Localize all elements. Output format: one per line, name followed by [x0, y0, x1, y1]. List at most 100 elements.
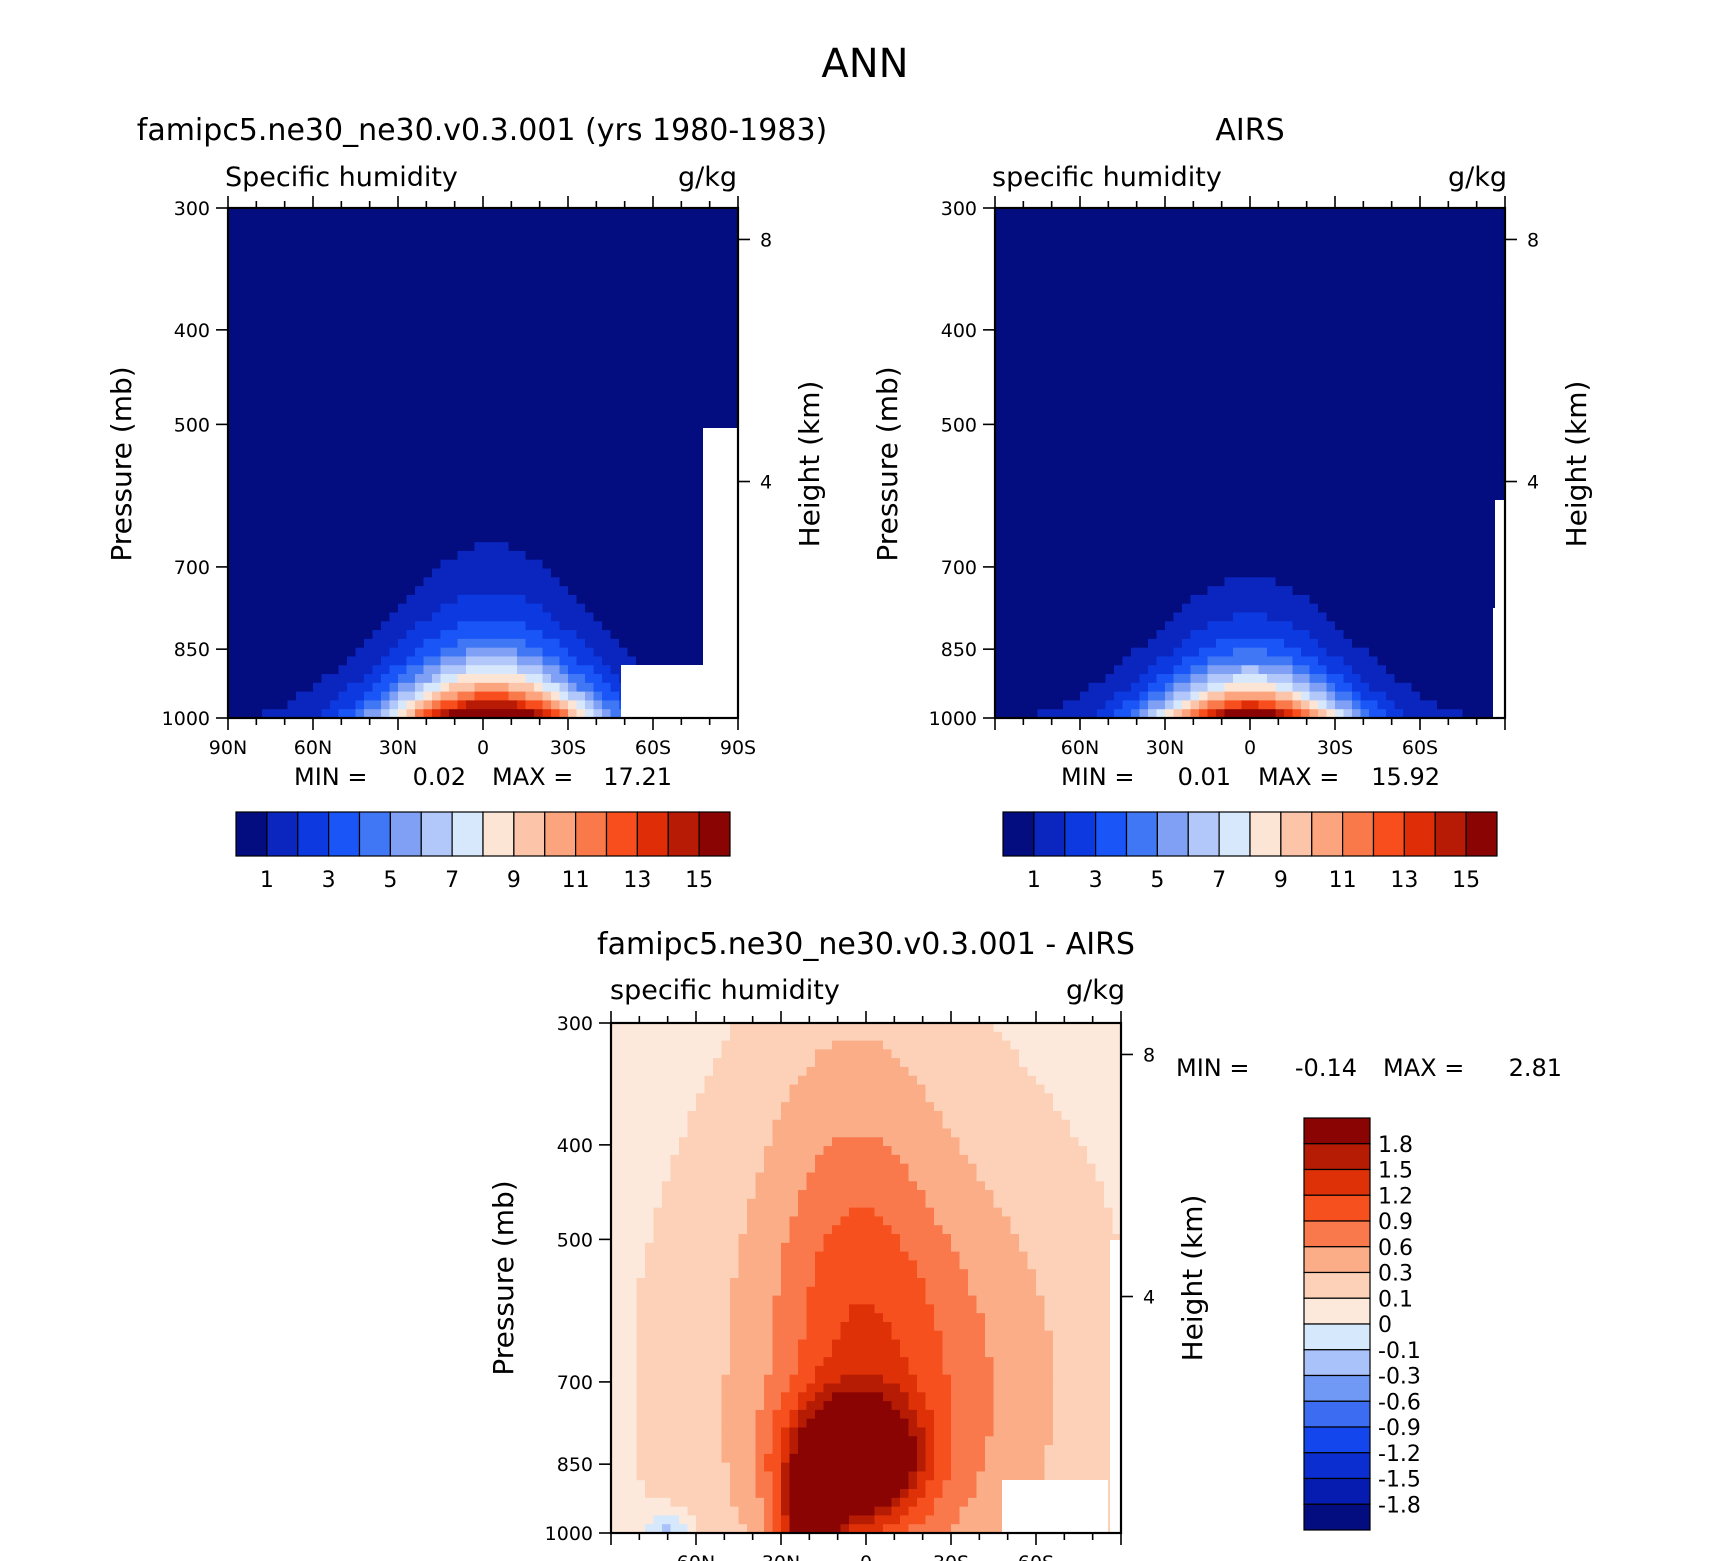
contour-cell — [1020, 260, 1030, 271]
contour-cell — [262, 331, 272, 341]
contour-cell — [270, 445, 280, 455]
contour-cell — [1360, 375, 1370, 385]
contour-cell — [678, 463, 688, 473]
contour-cell — [695, 436, 705, 447]
contour-cell — [228, 700, 238, 710]
contour-cell — [610, 419, 620, 429]
contour-cell — [585, 603, 595, 614]
contour-cell — [721, 295, 731, 306]
contour-cell — [398, 489, 408, 499]
contour-cell — [636, 427, 646, 438]
contour-cell — [330, 427, 340, 438]
contour-cell — [440, 225, 450, 235]
contour-cell — [576, 278, 586, 288]
contour-cell — [1258, 410, 1268, 420]
contour-cell — [559, 656, 569, 666]
contour-cell — [406, 674, 416, 684]
contour-cell — [559, 313, 569, 323]
contour-cell — [228, 419, 238, 429]
contour-cell — [423, 674, 433, 684]
contour-cell — [1063, 357, 1073, 367]
contour-cell — [670, 383, 680, 394]
contour-cell — [619, 647, 629, 658]
contour-cell — [440, 278, 450, 288]
colorbar: 1 3 5 7 9 11 13 15 — [235, 811, 731, 893]
contour-cell — [602, 383, 612, 394]
contour-cell — [474, 383, 484, 394]
contour-cell — [653, 401, 663, 411]
contour-cell — [415, 269, 425, 279]
contour-cell — [593, 498, 603, 508]
contour-cell — [449, 251, 459, 262]
contour-cell — [602, 278, 612, 288]
contour-cell — [1173, 375, 1183, 385]
contour-cell — [1250, 216, 1260, 227]
contour-cell — [1454, 357, 1464, 367]
contour-cell — [585, 427, 595, 438]
contour-cell — [321, 542, 331, 552]
contour-cell — [389, 454, 399, 464]
contour-cell — [304, 568, 314, 578]
contour-cell — [296, 674, 306, 684]
contour-cell — [1267, 357, 1277, 367]
contour-cell — [270, 577, 280, 587]
contour-cell — [1131, 243, 1141, 253]
contour-cell — [313, 243, 323, 253]
contour-cell — [678, 533, 688, 543]
contour-cell — [313, 621, 323, 631]
contour-cell — [602, 577, 612, 587]
contour-cell — [1309, 260, 1319, 271]
contour-cell — [542, 216, 552, 227]
contour-cell — [364, 630, 374, 640]
contour-cell — [576, 260, 586, 271]
contour-cell — [321, 295, 331, 306]
contour-cell — [347, 709, 357, 719]
contour-cell — [729, 392, 739, 403]
contour-cell — [313, 445, 323, 455]
contour-cell — [678, 559, 688, 570]
contour-cell — [398, 568, 408, 578]
contour-cell — [1462, 251, 1472, 262]
contour-cell — [304, 357, 314, 367]
contour-cell — [372, 251, 382, 262]
contour-cell — [517, 471, 527, 482]
contour-cell — [355, 568, 365, 578]
contour-cell — [228, 269, 238, 279]
contour-cell — [1071, 375, 1081, 385]
contour-cell — [559, 506, 569, 517]
contour-cell — [423, 550, 433, 561]
contour-cell — [551, 612, 561, 622]
contour-cell — [678, 498, 688, 508]
contour-cell — [1182, 208, 1192, 218]
contour-cell — [687, 612, 697, 622]
contour-cell — [636, 295, 646, 306]
contour-cell — [279, 700, 289, 710]
contour-cell — [729, 419, 739, 429]
contour-cell — [1411, 295, 1421, 306]
contour-cell — [1148, 313, 1158, 323]
contour-cell — [610, 366, 620, 376]
contour-cell — [279, 243, 289, 253]
contour-cell — [551, 559, 561, 570]
contour-cell — [466, 471, 476, 482]
contour-cell — [347, 586, 357, 596]
contour-cell — [364, 700, 374, 710]
contour-cell — [279, 401, 289, 411]
contour-cell — [474, 260, 484, 271]
contour-cell — [525, 700, 535, 710]
contour-cell — [457, 454, 467, 464]
contour-cell — [1037, 287, 1047, 297]
contour-cell — [1411, 260, 1421, 271]
contour-cell — [653, 260, 663, 271]
contour-cell — [1207, 216, 1217, 227]
contour-cell — [1173, 234, 1183, 244]
contour-cell — [236, 401, 246, 411]
contour-cell — [330, 454, 340, 464]
contour-cell — [687, 630, 697, 640]
contour-cell — [270, 234, 280, 244]
contour-cell — [1335, 243, 1345, 253]
contour-cell — [593, 304, 603, 315]
contour-cell — [636, 533, 646, 543]
contour-cell — [279, 621, 289, 631]
contour-cell — [1420, 225, 1430, 235]
